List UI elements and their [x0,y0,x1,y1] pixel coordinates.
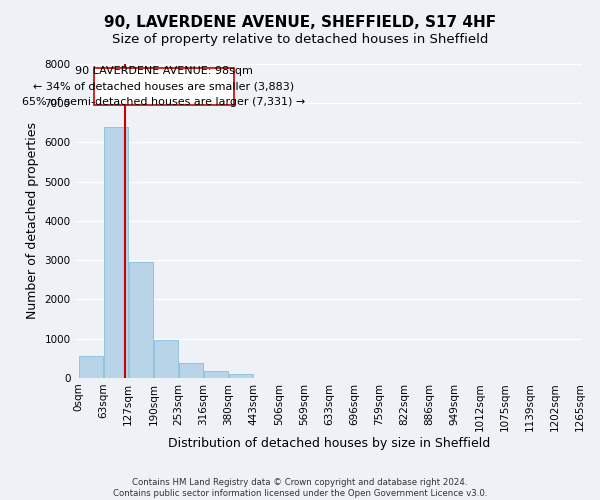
Text: 90 LAVERDENE AVENUE: 98sqm
← 34% of detached houses are smaller (3,883)
65% of s: 90 LAVERDENE AVENUE: 98sqm ← 34% of deta… [22,66,305,107]
FancyBboxPatch shape [94,68,234,105]
Bar [154,340,178,378]
Y-axis label: Number of detached properties: Number of detached properties [26,122,39,320]
Bar [79,356,103,378]
X-axis label: Distribution of detached houses by size in Sheffield: Distribution of detached houses by size … [168,437,490,450]
Bar [129,262,153,378]
Text: Contains HM Land Registry data © Crown copyright and database right 2024.
Contai: Contains HM Land Registry data © Crown c… [113,478,487,498]
Text: Size of property relative to detached houses in Sheffield: Size of property relative to detached ho… [112,32,488,46]
Bar [204,371,228,378]
Bar [104,127,128,378]
Bar [179,364,203,378]
Text: 90, LAVERDENE AVENUE, SHEFFIELD, S17 4HF: 90, LAVERDENE AVENUE, SHEFFIELD, S17 4HF [104,15,496,30]
Bar [229,374,253,378]
